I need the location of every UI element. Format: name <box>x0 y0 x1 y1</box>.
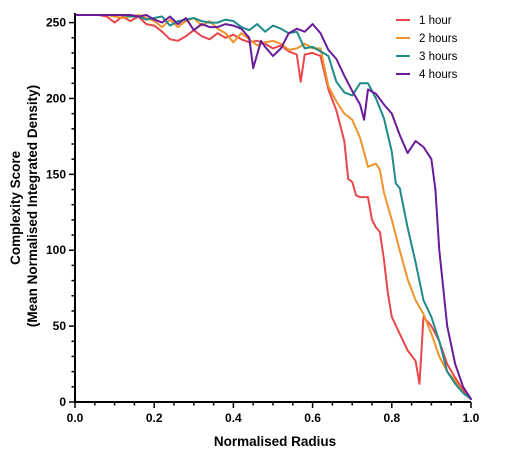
x-axis-title: Normalised Radius <box>214 434 336 449</box>
axes <box>69 13 472 408</box>
tick-labels: 0.0 0.2 0.4 0.6 0.8 1.0 0 50 100 150 200 250 <box>46 16 480 425</box>
x-tick-label: 0.0 <box>67 411 84 425</box>
y-tick-label: 250 <box>46 16 66 30</box>
series-line-1 <box>74 14 472 400</box>
series-line-2 <box>74 14 472 400</box>
x-tick-label: 1.0 <box>463 411 480 425</box>
legend: 1 hour 2 hours 3 hours 4 hours <box>396 15 458 81</box>
y-axis-title: Complexity Score (Mean Normalised Integr… <box>8 85 40 327</box>
y-tick-label: 200 <box>46 91 66 105</box>
x-tick-label: 0.4 <box>225 411 242 425</box>
x-tick-label: 0.8 <box>383 411 400 425</box>
y-tick-label: 50 <box>53 319 67 333</box>
x-tick-label: 0.2 <box>146 411 163 425</box>
y-tick-label: 100 <box>46 243 66 257</box>
legend-label-2: 2 hours <box>419 33 458 45</box>
plot-lines <box>74 14 472 400</box>
legend-label-3: 3 hours <box>419 51 458 63</box>
x-tick-label: 0.6 <box>304 411 321 425</box>
y-axis-title-line-1: Complexity Score <box>8 150 23 265</box>
y-tick-label: 150 <box>46 167 66 181</box>
series-line-4 <box>74 14 472 400</box>
legend-label-4: 4 hours <box>419 69 458 81</box>
y-axis-title-line-2: (Mean Normalised Integrated Density) <box>25 85 40 327</box>
legend-label-1: 1 hour <box>419 15 452 27</box>
series-line-3 <box>74 14 472 400</box>
y-tick-label: 0 <box>59 395 66 409</box>
